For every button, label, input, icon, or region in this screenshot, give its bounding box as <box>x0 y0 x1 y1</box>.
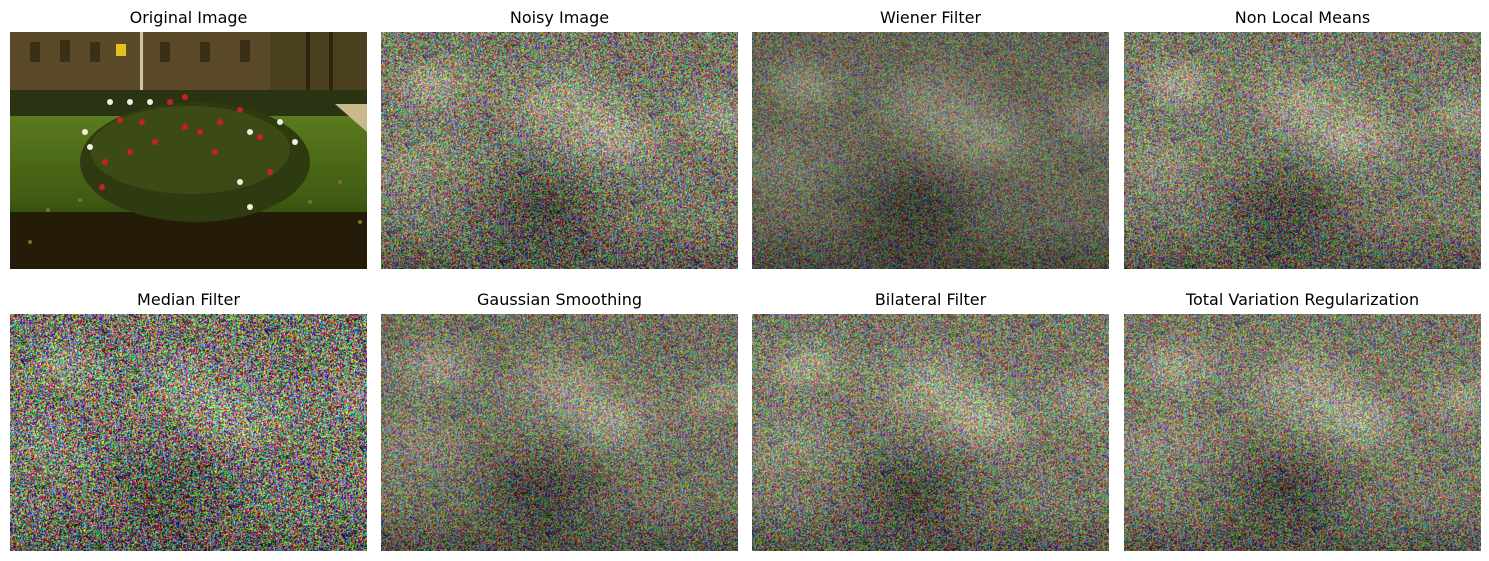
wiener-canvas <box>752 32 1109 269</box>
garden-photo <box>10 32 367 269</box>
tv-image <box>1124 314 1481 551</box>
noisy-canvas <box>381 32 738 269</box>
nlm-image <box>1124 32 1481 269</box>
gaussian-canvas <box>381 314 738 551</box>
panel-title: Wiener Filter <box>879 8 982 27</box>
wiener-image <box>752 32 1109 269</box>
panel-title: Noisy Image <box>509 8 610 27</box>
nlm-canvas <box>1124 32 1481 269</box>
panel-title: Gaussian Smoothing <box>477 290 642 309</box>
bilateral-canvas <box>752 314 1109 551</box>
panel-title: Non Local Means <box>1234 8 1371 27</box>
panel-title: Original Image <box>129 8 248 27</box>
bilateral-image <box>752 314 1109 551</box>
panel-title: Median Filter <box>137 290 240 309</box>
tv-canvas <box>1124 314 1481 551</box>
panel-title: Total Variation Regularization <box>1185 290 1420 309</box>
median-image <box>10 314 367 551</box>
noisy-image <box>381 32 738 269</box>
original-image <box>10 32 367 269</box>
gaussian-image <box>381 314 738 551</box>
panel-title: Bilateral Filter <box>874 290 987 309</box>
median-canvas <box>10 314 367 551</box>
